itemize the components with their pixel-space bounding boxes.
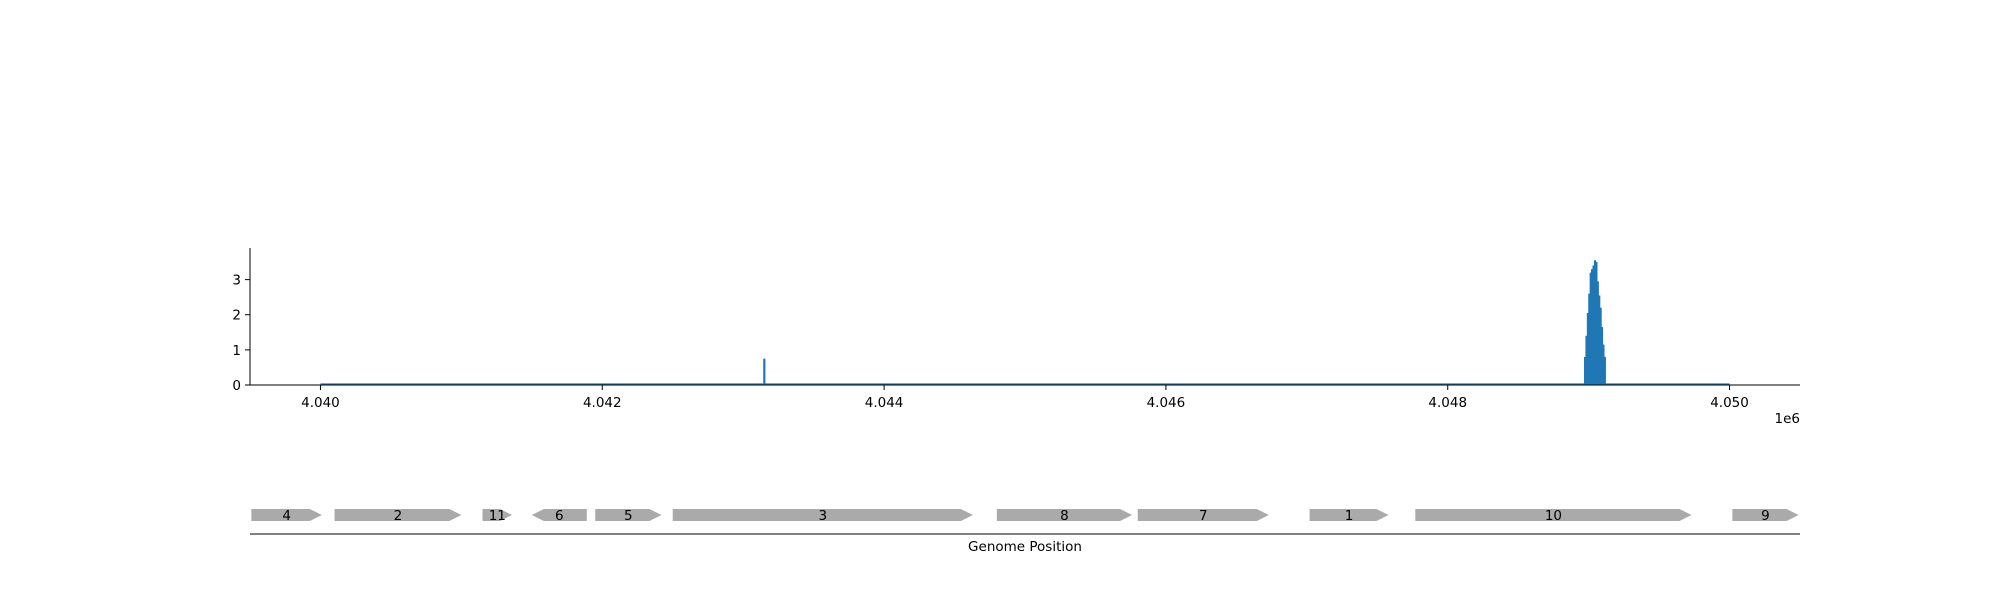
gene-label-5: 5: [624, 508, 633, 524]
coverage-bar-1: [1584, 356, 1587, 385]
x-ticks: 4.040 4.042 4.044 4.046 4.048 4.050: [301, 385, 1749, 411]
gene-arrow-3: [672, 509, 973, 521]
coverage-bar-8: [1593, 260, 1597, 385]
y-tick-label-1: 1: [232, 343, 241, 359]
coverage-bar-11: [1598, 295, 1601, 385]
y-ticks: 0 1 2 3: [232, 273, 250, 394]
coverage-bar-14: [1602, 344, 1605, 385]
gene-arrow-11: [482, 509, 513, 521]
gene-label-7: 7: [1199, 508, 1208, 524]
coverage-bar-3: [1586, 312, 1590, 385]
gene-label-8: 8: [1060, 508, 1069, 524]
coverage-bar-12: [1599, 307, 1602, 385]
y-tick-label-0: 0: [232, 378, 241, 394]
gene-label-10: 10: [1545, 508, 1562, 524]
y-tick-label-3: 3: [232, 273, 241, 289]
x-tick-label-3: 4.046: [1147, 395, 1186, 411]
gene-label-4: 4: [282, 508, 291, 524]
x-offset-label: 1e6: [1775, 411, 1800, 427]
gene-arrow-9: [1732, 509, 1799, 521]
gene-arrow-4: [251, 509, 322, 521]
x-tick-label-5: 4.050: [1710, 395, 1749, 411]
coverage-bar-7: [1592, 265, 1595, 385]
coverage-bar-15: [1603, 356, 1606, 385]
gene-arrow-10: [1415, 509, 1692, 521]
coverage-bars: [763, 260, 1606, 385]
coverage-bar-13: [1600, 327, 1604, 385]
gene-label-11: 11: [489, 508, 506, 524]
gene-label-3: 3: [818, 508, 827, 524]
coverage-panel: 0 1 2 3 4.040 4.042 4.044 4.046 4.048 4.050 1e6: [232, 248, 1800, 427]
coverage-bar-6: [1591, 269, 1594, 385]
gene-arrows: 4 2 11 6 5 3 8 7 1 10 9: [251, 508, 1799, 524]
x-tick-label-4: 4.048: [1428, 395, 1467, 411]
gene-label-6: 6: [555, 508, 564, 524]
x-tick-label-0: 4.040: [301, 395, 340, 411]
gene-arrow-8: [996, 509, 1133, 521]
gene-arrow-6: [531, 509, 587, 521]
x-tick-label-1: 4.042: [583, 395, 622, 411]
coverage-bar-5: [1589, 272, 1592, 385]
gene-arrow-2: [334, 509, 462, 521]
coverage-bar-10: [1596, 281, 1599, 385]
gene-label-1: 1: [1345, 508, 1354, 524]
coverage-bar-9: [1595, 262, 1598, 385]
gene-track-panel: 4 2 11 6 5 3 8 7 1 10 9 Genome Position: [250, 508, 1800, 555]
y-tick-label-2: 2: [232, 308, 241, 324]
gene-arrow-1: [1309, 509, 1389, 521]
gene-arrow-7: [1137, 509, 1269, 521]
coverage-bar-0: [763, 358, 766, 385]
coverage-bar-4: [1588, 293, 1591, 385]
genome-position-label: Genome Position: [968, 539, 1082, 555]
gene-label-9: 9: [1761, 508, 1770, 524]
gene-arrow-5: [595, 509, 662, 521]
x-tick-label-2: 4.044: [865, 395, 904, 411]
coverage-bar-2: [1585, 335, 1588, 385]
gene-label-2: 2: [394, 508, 403, 524]
